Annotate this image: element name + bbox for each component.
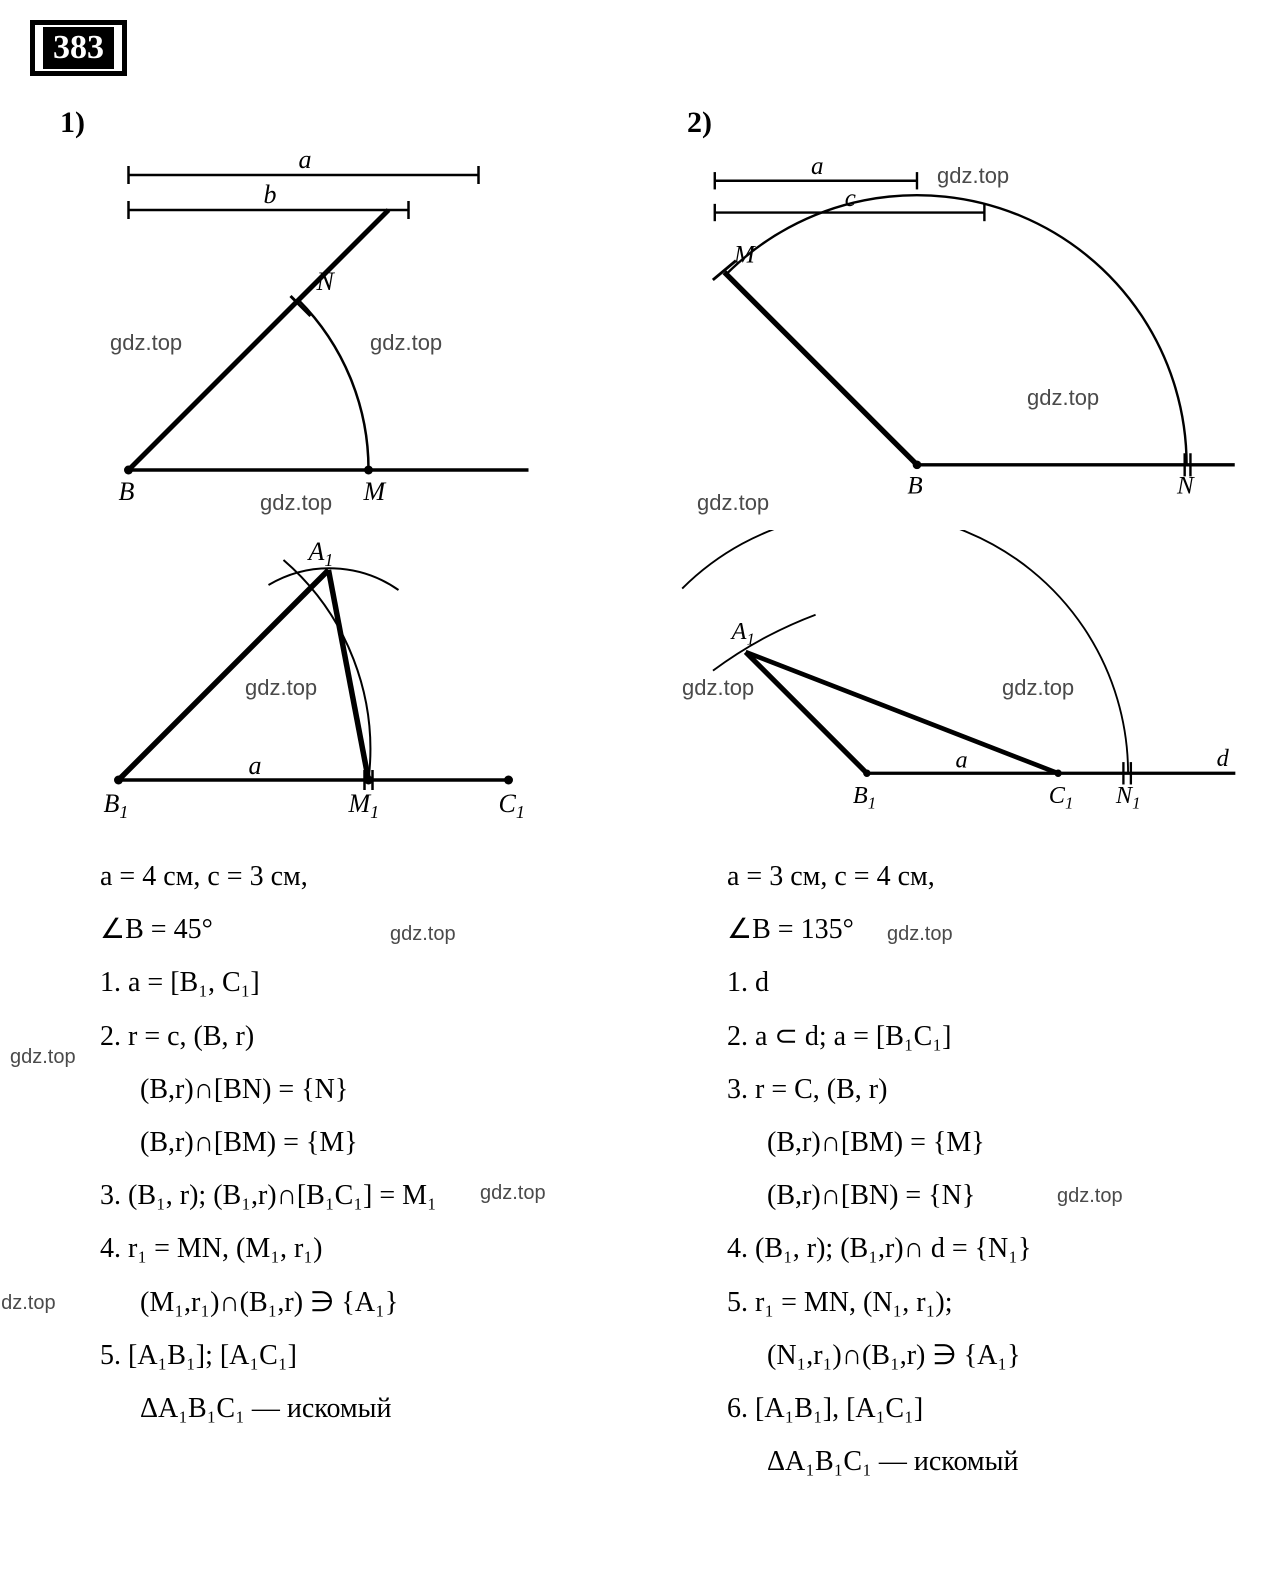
svg-text:a: a bbox=[811, 153, 824, 180]
svg-text:a: a bbox=[956, 747, 968, 774]
label-B: B bbox=[119, 477, 135, 506]
step-2-3: 3. r = C, (B, r) bbox=[727, 1063, 1254, 1116]
steps-1: a = 4 см, c = 3 см, ∠B = 45° gdz.top 1. … bbox=[30, 850, 627, 1435]
svg-text:A1: A1 bbox=[730, 618, 755, 649]
steps-2: a = 3 см, c = 4 см, ∠B = 135° gdz.top 1.… bbox=[657, 850, 1254, 1488]
svg-text:C1: C1 bbox=[499, 789, 525, 822]
step-1-2a: (B,r)∩[BN) = {N} bbox=[100, 1063, 627, 1116]
svg-text:a: a bbox=[249, 751, 262, 780]
svg-text:A1: A1 bbox=[307, 537, 334, 570]
watermark: gdz.top bbox=[1027, 385, 1099, 411]
given-1b: ∠B = 45° gdz.top bbox=[100, 903, 627, 956]
given-1a: a = 4 см, c = 3 см, bbox=[100, 850, 627, 903]
step-1-4a: gdz.top (M₁,r₁)∩(B₁,r) ∋ {A₁} bbox=[100, 1276, 627, 1329]
svg-text:d: d bbox=[1217, 745, 1230, 772]
step-1-5: 5. [A₁B₁]; [A₁C₁] bbox=[100, 1329, 627, 1382]
figure-2-bottom: B1 C1 N1 d A1 a gdz.top gdz.top bbox=[657, 530, 1254, 830]
step-2-1: 1. d bbox=[727, 956, 1254, 1009]
watermark: gdz.top bbox=[260, 490, 332, 516]
conclusion-1: ΔA₁B₁C₁ — искомый bbox=[100, 1382, 627, 1435]
step-2-6: 6. [A₁B₁], [A₁C₁] bbox=[727, 1382, 1254, 1435]
part-2-label: 2) bbox=[687, 106, 1254, 140]
step-1-2b: (B,r)∩[BM) = {M} bbox=[100, 1116, 627, 1169]
step-2-3b: (B,r)∩[BN) = {N} gdz.top bbox=[727, 1169, 1254, 1222]
watermark: gdz.top bbox=[697, 490, 769, 516]
given-2a: a = 3 см, c = 4 см, bbox=[727, 850, 1254, 903]
step-1-4: 4. r₁ = MN, (M₁, r₁) bbox=[100, 1222, 627, 1275]
svg-text:M1: M1 bbox=[348, 789, 380, 822]
watermark: gdz.top bbox=[682, 675, 754, 701]
figure-1-top: a b B M N gdz.top bbox=[30, 150, 627, 510]
label-a: a bbox=[299, 150, 312, 174]
svg-text:B: B bbox=[907, 473, 922, 500]
step-2-3a: (B,r)∩[BM) = {M} bbox=[727, 1116, 1254, 1169]
columns-container: 1) a b bbox=[30, 96, 1254, 1488]
svg-text:B1: B1 bbox=[853, 782, 876, 813]
label-M: M bbox=[363, 477, 387, 506]
step-2-5: 5. r₁ = MN, (N₁, r₁); bbox=[727, 1276, 1254, 1329]
conclusion-2: ΔA₁B₁C₁ — искомый bbox=[727, 1435, 1254, 1488]
svg-text:N: N bbox=[1176, 473, 1195, 500]
watermark: gdz.top bbox=[370, 330, 442, 356]
column-1: 1) a b bbox=[30, 96, 627, 1488]
svg-text:M: M bbox=[733, 242, 756, 269]
step-2-5a: (N₁,r₁)∩(B₁,r) ∋ {A₁} bbox=[727, 1329, 1254, 1382]
watermark: gdz.top bbox=[245, 675, 317, 701]
step-2-4: 4. (B₁, r); (B₁,r)∩ d = {N₁} bbox=[727, 1222, 1254, 1275]
figure-2-top: a c B N M gd bbox=[657, 150, 1254, 510]
step-1-2: 2. r = c, (B, r) gdz.top bbox=[100, 1010, 627, 1063]
label-b: b bbox=[264, 180, 277, 209]
figure-1-bottom: B1 M1 C1 A1 a gdz.top bbox=[30, 530, 627, 830]
svg-text:C1: C1 bbox=[1049, 782, 1074, 813]
watermark: gdz.top bbox=[110, 330, 182, 356]
svg-text:N1: N1 bbox=[1115, 782, 1141, 813]
svg-text:c: c bbox=[845, 185, 856, 212]
step-2-2: 2. a ⊂ d; a = [B₁C₁] bbox=[727, 1010, 1254, 1063]
step-1-3: 3. (B₁, r); (B₁,r)∩[B₁C₁] = M₁ gdz.top bbox=[100, 1169, 627, 1222]
column-2: 2) a c bbox=[657, 96, 1254, 1488]
problem-number: 383 bbox=[43, 27, 114, 69]
svg-text:B1: B1 bbox=[104, 789, 129, 822]
part-1-label: 1) bbox=[60, 106, 627, 140]
watermark: gdz.top bbox=[937, 163, 1009, 189]
given-2b: ∠B = 135° gdz.top bbox=[727, 903, 1254, 956]
label-N: N bbox=[316, 267, 336, 296]
watermark: gdz.top bbox=[1002, 675, 1074, 701]
problem-number-box: 383 bbox=[30, 20, 127, 76]
step-1-1: 1. a = [B₁, C₁] bbox=[100, 956, 627, 1009]
